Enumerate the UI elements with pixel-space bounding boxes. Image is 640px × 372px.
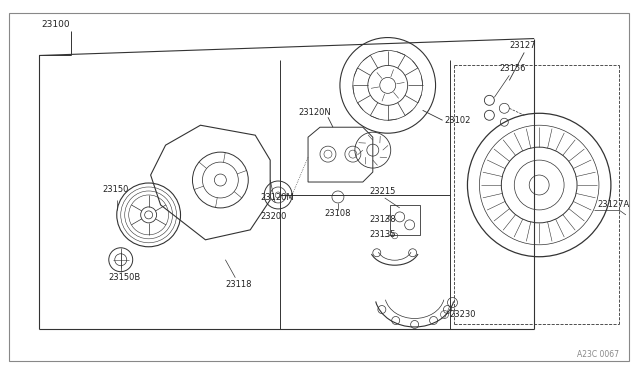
Text: 23120N: 23120N <box>298 108 331 117</box>
Text: 23135: 23135 <box>370 230 396 239</box>
Text: 23150: 23150 <box>103 186 129 195</box>
Text: 23215: 23215 <box>370 187 396 196</box>
Text: 23230: 23230 <box>449 310 476 319</box>
Text: 23127A: 23127A <box>597 201 629 209</box>
Text: 23100: 23100 <box>41 20 70 29</box>
Text: 23156: 23156 <box>499 64 526 73</box>
Text: 23102: 23102 <box>445 116 471 125</box>
Text: 23200: 23200 <box>260 212 286 221</box>
Text: 23120M: 23120M <box>260 193 294 202</box>
Text: 23127: 23127 <box>509 41 536 50</box>
Text: 23108: 23108 <box>324 209 351 218</box>
Text: 23118: 23118 <box>225 280 252 289</box>
Text: A23C 0067: A23C 0067 <box>577 350 619 359</box>
Text: 23150B: 23150B <box>109 273 141 282</box>
Text: 23138: 23138 <box>370 215 396 224</box>
